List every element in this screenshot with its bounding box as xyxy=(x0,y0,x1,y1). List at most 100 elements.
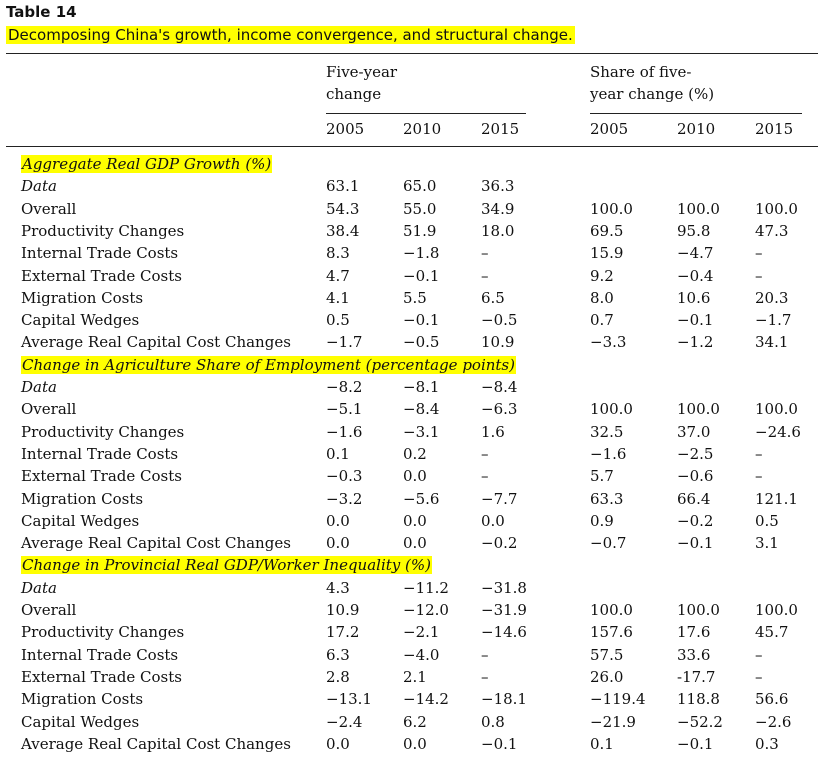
table-cell: 33.6 xyxy=(677,645,711,664)
table-cell: 0.3 xyxy=(755,734,779,753)
table-cell: 18.0 xyxy=(481,221,515,240)
table-cell: −5.1 xyxy=(326,400,363,419)
table-cell: −0.1 xyxy=(677,311,714,330)
table-cell: −12.0 xyxy=(403,601,449,619)
table-cell: 63.1 xyxy=(326,177,360,196)
table-cell: 65.0 xyxy=(403,177,437,196)
table-cell: 0.0 xyxy=(403,467,427,486)
table-cell: 0.0 xyxy=(481,511,505,530)
table-cell: −3.1 xyxy=(403,422,440,441)
table-cell: 100.0 xyxy=(677,199,720,218)
table-cell: 0.1 xyxy=(326,444,350,463)
table-cell: −21.9 xyxy=(590,712,636,731)
table-cell: 6.5 xyxy=(481,288,505,307)
table-cell: 157.6 xyxy=(590,623,633,642)
table-cell: – xyxy=(481,244,489,263)
table-cell: −18.1 xyxy=(481,690,527,709)
table-caption: Decomposing China's growth, income conve… xyxy=(6,26,575,44)
table-cell: −0.1 xyxy=(481,734,518,753)
table-cell: −1.7 xyxy=(326,333,363,352)
table-cell: 118.8 xyxy=(677,690,720,709)
table-cell: 2.8 xyxy=(326,667,350,686)
table-cell: −8.4 xyxy=(481,378,518,396)
table-cell: −0.2 xyxy=(481,534,518,553)
group1-header-line1: Five-year xyxy=(326,63,398,81)
table-cell: 47.3 xyxy=(755,221,789,240)
table-cell: 100.0 xyxy=(590,601,633,619)
table-cell: 57.5 xyxy=(590,645,624,664)
table-cell: 0.5 xyxy=(326,311,350,330)
table-cell: 69.5 xyxy=(590,221,624,240)
table-cell: −2.6 xyxy=(755,712,792,731)
row-label: Migration Costs xyxy=(21,288,144,307)
section-title: Aggregate Real GDP Growth (%) xyxy=(21,153,273,175)
row-label: External Trade Costs xyxy=(21,266,182,285)
year-header: 2010 xyxy=(403,120,442,138)
table-cell: −11.2 xyxy=(403,578,449,597)
row-label: Internal Trade Costs xyxy=(21,444,179,463)
table-cell: – xyxy=(481,444,489,463)
year-header: 2010 xyxy=(677,120,716,138)
table-cell: −8.4 xyxy=(403,400,440,419)
header-rule xyxy=(6,146,818,147)
row-label: Average Real Capital Cost Changes xyxy=(21,534,291,553)
table-cell: −1.7 xyxy=(755,311,792,330)
year-header: 2015 xyxy=(481,120,520,138)
table-cell: 0.0 xyxy=(326,511,350,530)
section-title-text: Change in Agriculture Share of Employmen… xyxy=(21,355,516,374)
table-cell: −2.4 xyxy=(326,712,363,731)
table-cell: −14.2 xyxy=(403,690,449,709)
table-cell: 10.6 xyxy=(677,288,711,307)
table-cell: 37.0 xyxy=(677,422,711,441)
row-label: Average Real Capital Cost Changes xyxy=(21,734,291,753)
table-cell: 1.6 xyxy=(481,422,505,441)
table-cell: 10.9 xyxy=(481,333,515,352)
row-label: Capital Wedges xyxy=(21,511,140,530)
table-cell: -17.7 xyxy=(677,667,716,686)
table-cell: 0.0 xyxy=(403,511,427,530)
table-cell: – xyxy=(481,667,489,686)
table-cell: −0.1 xyxy=(403,311,440,330)
table-cell: – xyxy=(755,645,763,664)
section-title-text: Aggregate Real GDP Growth (%) xyxy=(21,155,273,173)
table-cell: −0.2 xyxy=(677,511,714,530)
table-cell: −0.5 xyxy=(481,311,518,330)
row-label: Productivity Changes xyxy=(21,623,185,642)
table-cell: 121.1 xyxy=(755,489,798,508)
table-cell: −14.6 xyxy=(481,623,527,642)
table-cell: 100.0 xyxy=(590,199,633,218)
table-cell: 34.9 xyxy=(481,199,515,218)
table-cell: −0.6 xyxy=(677,467,714,486)
row-label: Capital Wedges xyxy=(21,712,140,731)
table-cell: −31.9 xyxy=(481,601,527,619)
table-cell: −2.5 xyxy=(677,444,714,463)
table-title: Table 14 xyxy=(6,3,77,21)
table-cell: −0.1 xyxy=(677,534,714,553)
table-cell: −52.2 xyxy=(677,712,723,731)
group1-rule xyxy=(326,113,526,114)
table-cell: 2.1 xyxy=(403,667,427,686)
row-label: Migration Costs xyxy=(21,690,144,709)
table-cell: 0.7 xyxy=(590,311,614,330)
table-cell: 0.8 xyxy=(481,712,505,731)
table-cell: 51.9 xyxy=(403,221,437,240)
table-cell: −0.1 xyxy=(677,734,714,753)
table-cell: 54.3 xyxy=(326,199,360,218)
table-cell: −1.6 xyxy=(590,444,627,463)
table-cell: 63.3 xyxy=(590,489,624,508)
table-cell: −8.2 xyxy=(326,378,363,396)
group2-rule xyxy=(590,113,802,114)
row-label: Migration Costs xyxy=(21,489,144,508)
table-cell: 100.0 xyxy=(677,400,720,419)
table-cell: 0.0 xyxy=(403,534,427,553)
table-cell: −13.1 xyxy=(326,690,372,709)
table-cell: 95.8 xyxy=(677,221,711,240)
table-cell: – xyxy=(755,244,763,263)
table-cell: 0.9 xyxy=(590,511,614,530)
table-cell: −1.6 xyxy=(326,422,363,441)
row-label: Overall xyxy=(21,601,77,619)
top-rule xyxy=(6,53,818,54)
table-cell: −31.8 xyxy=(481,578,527,597)
table-cell: 38.4 xyxy=(326,221,360,240)
row-label: Overall xyxy=(21,199,77,218)
